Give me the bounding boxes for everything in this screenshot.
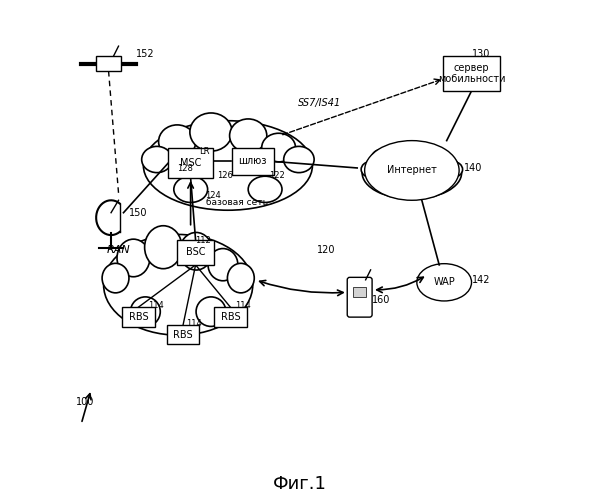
FancyBboxPatch shape [353, 288, 366, 297]
Text: WAP: WAP [433, 278, 455, 287]
Text: LR: LR [199, 147, 209, 156]
Ellipse shape [365, 140, 459, 200]
Ellipse shape [196, 297, 226, 326]
Ellipse shape [424, 179, 443, 194]
Text: 122: 122 [269, 172, 285, 180]
Ellipse shape [284, 146, 314, 172]
FancyBboxPatch shape [167, 324, 199, 344]
Text: 152: 152 [136, 48, 155, 58]
FancyBboxPatch shape [443, 56, 500, 91]
Ellipse shape [262, 134, 296, 162]
Ellipse shape [361, 162, 379, 177]
Ellipse shape [248, 176, 282, 203]
Text: 114: 114 [235, 301, 251, 310]
Text: Интернет: Интернет [387, 166, 437, 175]
Ellipse shape [417, 264, 472, 301]
Text: 114: 114 [185, 318, 202, 328]
Text: RBS: RBS [173, 330, 193, 340]
Ellipse shape [179, 232, 212, 270]
Text: MSC: MSC [180, 158, 201, 168]
Ellipse shape [117, 239, 150, 277]
Text: 140: 140 [464, 163, 482, 173]
Text: 128: 128 [176, 164, 193, 173]
Text: шлюз: шлюз [239, 156, 267, 166]
Ellipse shape [371, 150, 393, 169]
Ellipse shape [445, 162, 463, 177]
Ellipse shape [389, 142, 415, 165]
Text: 142: 142 [472, 275, 490, 285]
Text: 130: 130 [472, 48, 490, 58]
Text: BSC: BSC [186, 248, 205, 258]
Ellipse shape [190, 113, 232, 151]
Ellipse shape [143, 120, 313, 210]
Ellipse shape [413, 146, 435, 166]
Ellipse shape [227, 264, 254, 293]
Ellipse shape [380, 179, 400, 194]
Ellipse shape [208, 248, 238, 281]
FancyBboxPatch shape [168, 148, 213, 178]
Ellipse shape [230, 119, 267, 152]
Ellipse shape [432, 154, 452, 171]
Text: базовая сеть: базовая сеть [206, 198, 268, 207]
FancyBboxPatch shape [177, 240, 214, 265]
Text: RBS: RBS [128, 312, 148, 322]
Text: SS7/IS41: SS7/IS41 [298, 98, 341, 108]
Ellipse shape [142, 146, 172, 172]
FancyBboxPatch shape [214, 307, 247, 327]
Text: RBS: RBS [221, 312, 240, 322]
Ellipse shape [362, 147, 461, 199]
Ellipse shape [102, 264, 129, 293]
Ellipse shape [174, 176, 208, 203]
Text: 160: 160 [372, 294, 391, 304]
Ellipse shape [145, 226, 182, 268]
Text: 124: 124 [206, 191, 221, 200]
Text: 120: 120 [317, 245, 336, 255]
Ellipse shape [104, 234, 253, 335]
Text: Фиг.1: Фиг.1 [273, 474, 327, 492]
Text: сервер
мобильности: сервер мобильности [438, 62, 505, 84]
Ellipse shape [158, 125, 196, 158]
FancyBboxPatch shape [122, 307, 155, 327]
FancyBboxPatch shape [96, 56, 121, 71]
Text: 114: 114 [148, 301, 164, 310]
FancyBboxPatch shape [232, 148, 274, 175]
Text: 126: 126 [217, 172, 233, 180]
Text: 112: 112 [196, 236, 211, 244]
Ellipse shape [130, 297, 160, 326]
Text: 100: 100 [76, 396, 95, 406]
Text: RAN: RAN [107, 245, 130, 255]
FancyBboxPatch shape [347, 278, 372, 317]
Text: 150: 150 [128, 208, 147, 218]
